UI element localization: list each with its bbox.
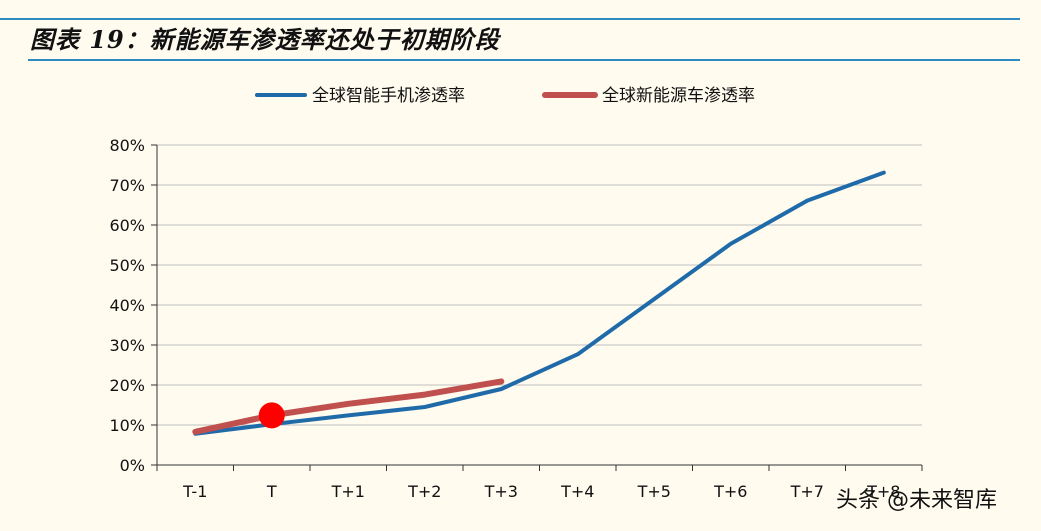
x-tick-label: T+1 [331, 482, 365, 501]
y-tick-label: 40% [109, 296, 145, 315]
y-tick-label: 10% [109, 416, 145, 435]
x-tick-label: T+4 [560, 482, 594, 501]
x-tick-label: T+5 [637, 482, 671, 501]
x-tick-label: T+3 [484, 482, 518, 501]
axes [151, 144, 923, 471]
series-lines [192, 170, 886, 436]
x-tick-label: T+6 [713, 482, 747, 501]
legend: 全球智能手机渗透率 全球新能源车渗透率 [255, 86, 755, 106]
x-tick-labels: T-1 T T+1 T+2 T+3 T+4 T+5 T+6 T+7 T+8 [182, 482, 900, 501]
x-tick-label: T [266, 482, 277, 501]
watermark: 头条 @未来智库 [836, 488, 997, 513]
x-tick-label: T+8 [866, 482, 900, 501]
legend-label: 全球智能手机渗透率 [312, 86, 465, 106]
legend-label: 全球新能源车渗透率 [602, 86, 755, 106]
series-line-smartphone [193, 170, 886, 436]
y-tick-label: 30% [109, 336, 145, 355]
title-rule-bottom [28, 59, 1020, 61]
x-tick-label: T-1 [182, 482, 207, 501]
series-line-nev [192, 378, 505, 435]
y-tick-labels: 0% 10% 20% 30% 40% 50% 60% 70% 80% [109, 136, 145, 475]
x-tick-label: T+2 [407, 482, 441, 501]
y-tick-label: 70% [109, 176, 145, 195]
gridlines [157, 144, 922, 426]
figure-title: 图表 19：新能源车渗透率还处于初期阶段 [30, 25, 500, 54]
y-tick-label: 20% [109, 376, 145, 395]
y-tick-label: 80% [109, 136, 145, 155]
highlight-marker [258, 402, 285, 429]
y-tick-label: 50% [109, 256, 145, 275]
y-tick-label: 0% [120, 456, 145, 475]
x-tick-label: T+7 [790, 482, 824, 501]
title-rule-top [0, 18, 1020, 20]
y-tick-label: 60% [109, 216, 145, 235]
